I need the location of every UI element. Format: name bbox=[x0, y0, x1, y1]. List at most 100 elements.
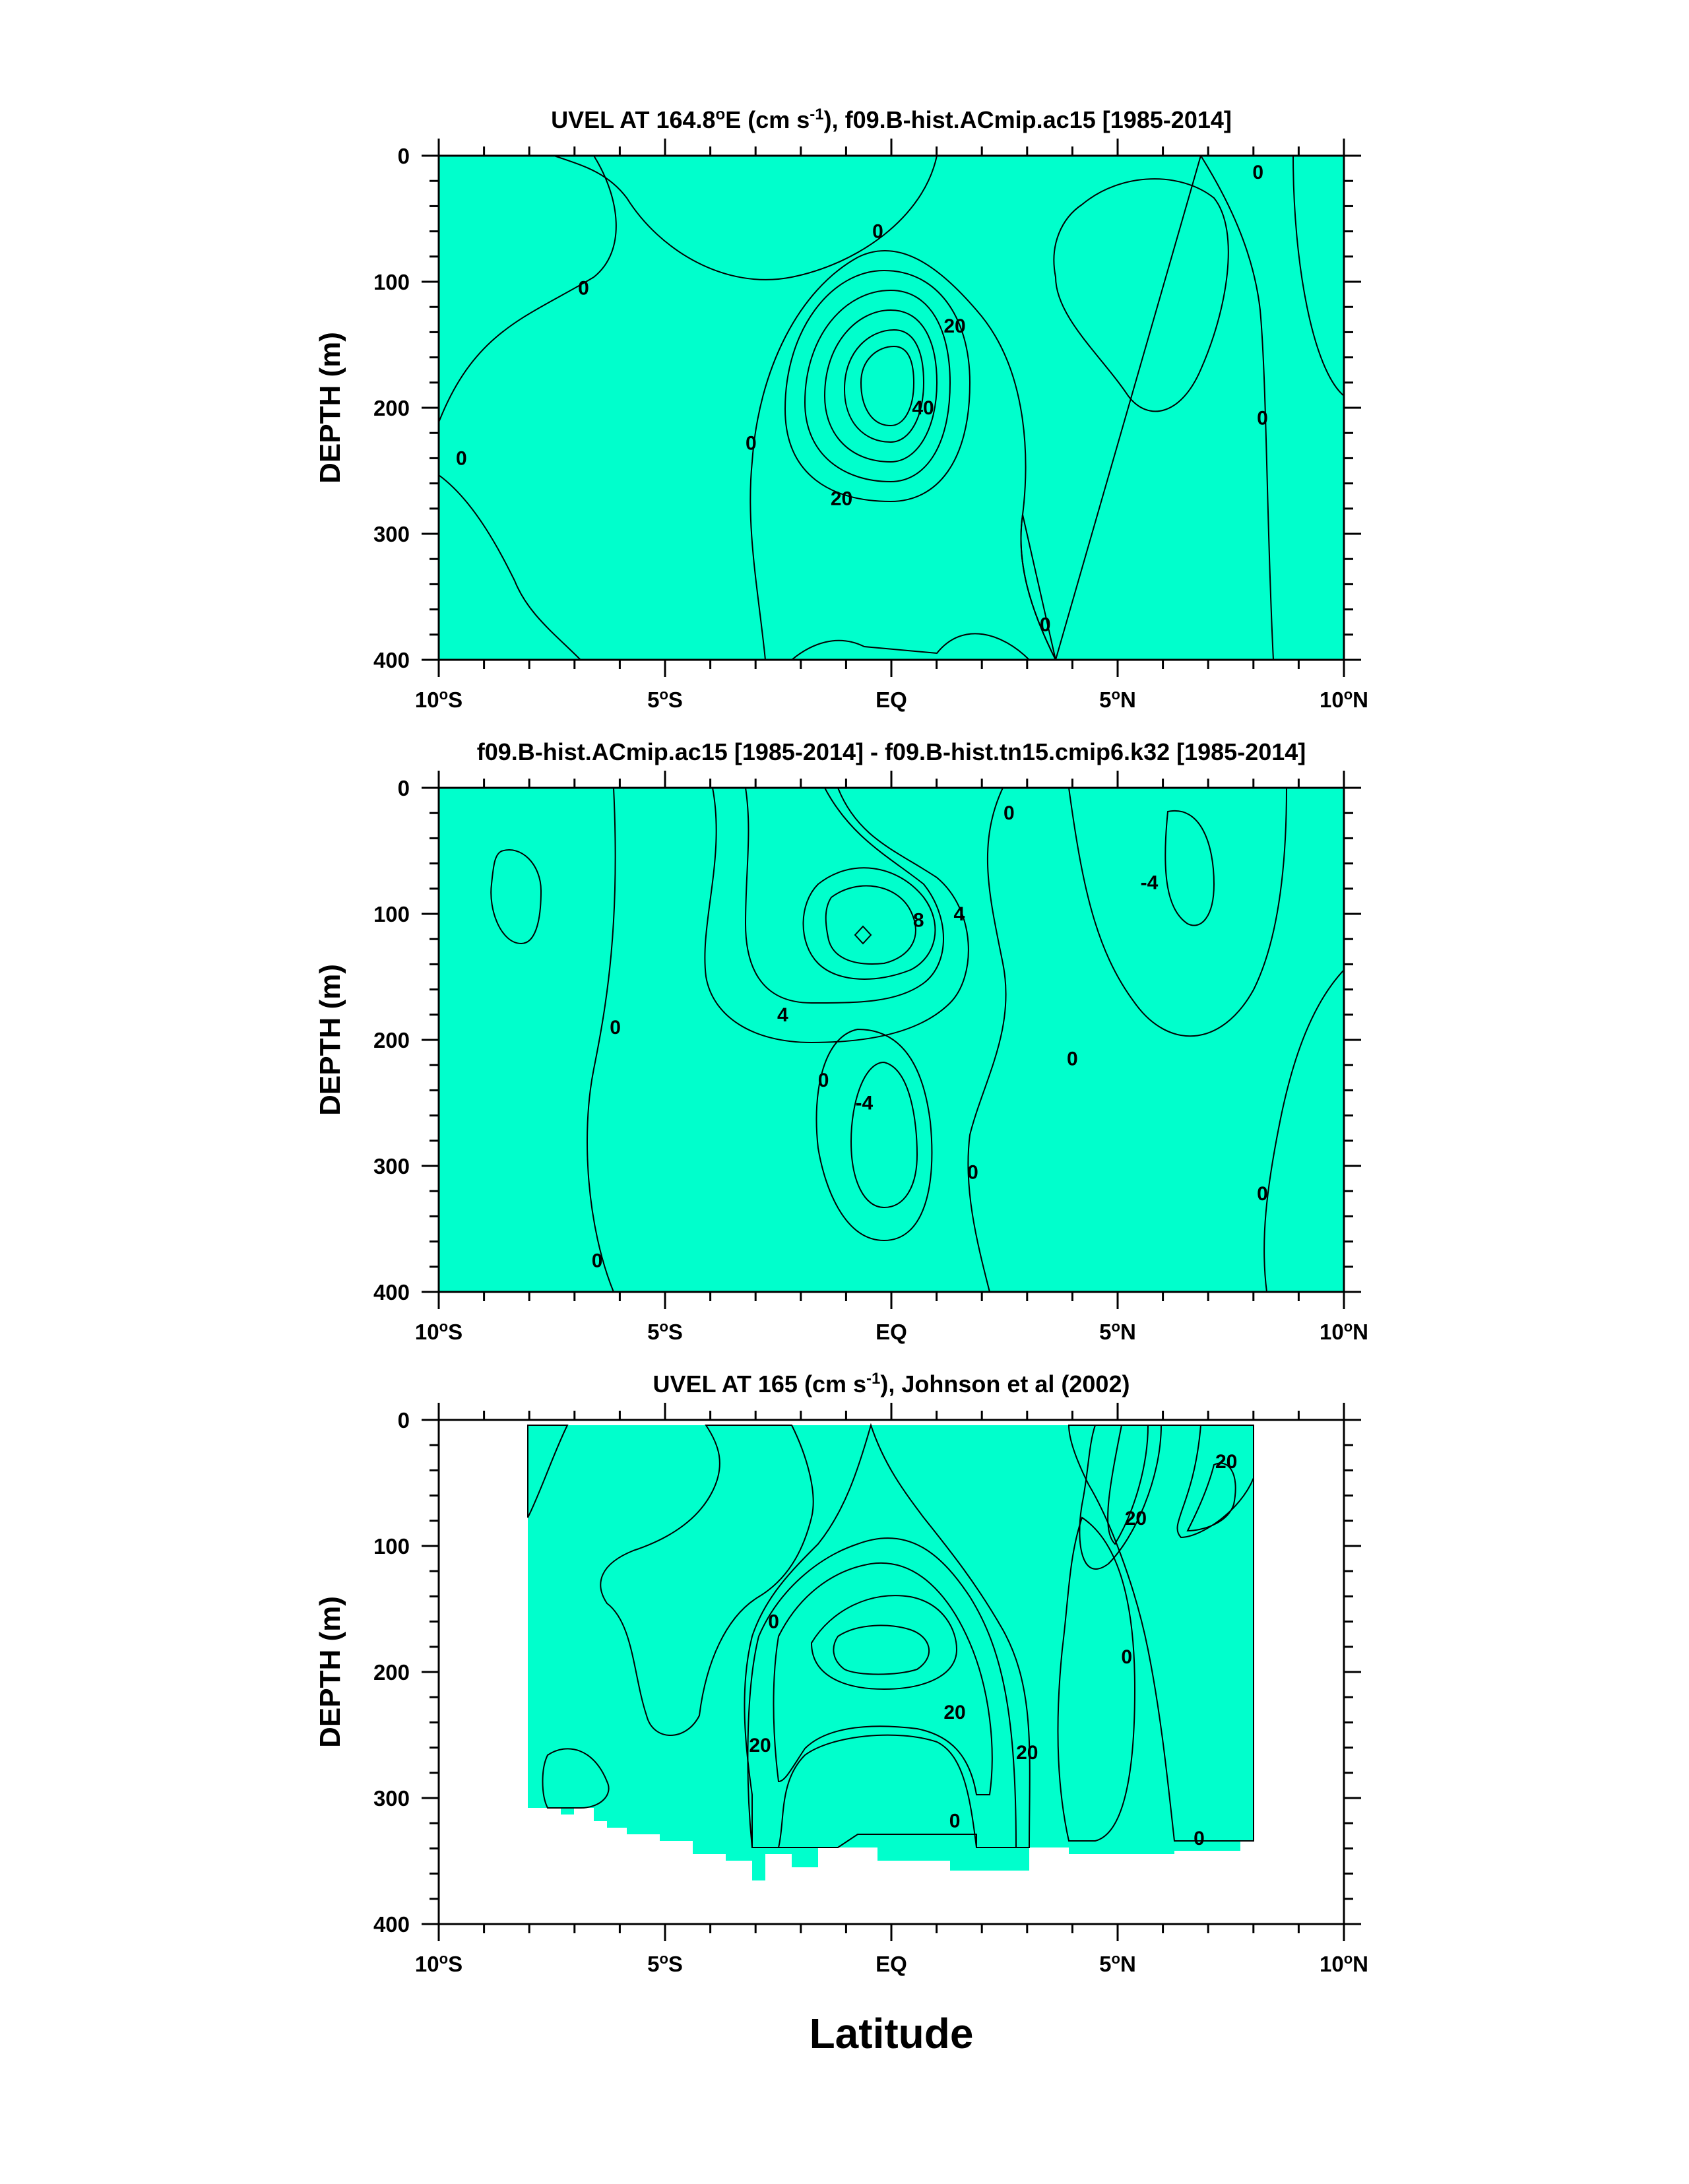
contour-label: 20 bbox=[943, 1702, 965, 1723]
contour-label: 0 bbox=[818, 1070, 829, 1091]
contour-label: 0 bbox=[768, 1611, 779, 1633]
difference-lower-min bbox=[850, 1061, 918, 1209]
panel-difference-contour-labels: 0 0 4 8 4 0 -4 0 0 -4 0 0 bbox=[592, 802, 1268, 1271]
y-tick-label: 100 bbox=[373, 1534, 410, 1558]
x-tick-label: 10oS bbox=[415, 686, 462, 713]
contour-label: -4 bbox=[1141, 872, 1159, 893]
contour-label: 0 bbox=[1004, 802, 1015, 824]
model-north-core bbox=[1053, 178, 1229, 412]
model-equatorial-band-low bbox=[749, 250, 1057, 660]
contour-label: 0 bbox=[1252, 162, 1263, 183]
observed-north-jet bbox=[1079, 1425, 1163, 1570]
difference-positive-peak bbox=[854, 925, 872, 945]
difference-east-band bbox=[1263, 969, 1344, 1292]
difference-west-negative bbox=[490, 849, 542, 945]
contour-label: 0 bbox=[1194, 1828, 1205, 1849]
y-tick-label: 100 bbox=[373, 902, 410, 926]
y-axis-title: DEPTH (m) bbox=[314, 332, 346, 484]
model-core-peak bbox=[860, 345, 915, 427]
x-axis-title: Latitude bbox=[810, 2010, 974, 2057]
observed-north-jet-core bbox=[1107, 1425, 1149, 1545]
y-tick-label: 300 bbox=[373, 1154, 410, 1178]
observed-core-max bbox=[833, 1624, 930, 1675]
observed-core-high bbox=[773, 1562, 993, 1795]
y-tick-label: 0 bbox=[398, 1408, 410, 1432]
contour-label: 20 bbox=[831, 488, 852, 510]
model-core-higher bbox=[823, 309, 938, 463]
contour-label: 0 bbox=[949, 1810, 961, 1832]
panel-observed: UVEL AT 165 (cm s-1), Johnson et al (200… bbox=[314, 1370, 1368, 1977]
contour-label: 0 bbox=[1257, 1183, 1268, 1205]
y-tick-label: 0 bbox=[398, 776, 410, 800]
x-tick-label: 10oS bbox=[415, 1318, 462, 1345]
contour-label: 0 bbox=[1040, 614, 1051, 636]
contour-label: 0 bbox=[578, 278, 589, 300]
x-tick-label: 10oN bbox=[1320, 1318, 1368, 1345]
x-tick-label: 10oS bbox=[415, 1950, 462, 1977]
panel-model-title: UVEL AT 164.8oE (cm s-1), f09.B-hist.ACm… bbox=[551, 106, 1232, 134]
contour-label: 0 bbox=[610, 1017, 621, 1039]
y-axis-title: DEPTH (m) bbox=[314, 964, 346, 1116]
x-tick-label: 5oN bbox=[1099, 686, 1136, 713]
observed-core-higher bbox=[810, 1595, 958, 1690]
contour-label: 20 bbox=[943, 315, 965, 337]
contour-label: 4 bbox=[777, 1004, 788, 1026]
y-tick-label: 200 bbox=[373, 396, 410, 420]
contour-label: 4 bbox=[954, 903, 965, 925]
x-tick-label: 5oS bbox=[647, 1950, 683, 1977]
x-tick-label: 5oN bbox=[1099, 1318, 1136, 1345]
difference-positive-low bbox=[704, 788, 969, 1044]
model-background-band bbox=[439, 156, 1344, 660]
contour-label: 20 bbox=[1016, 1742, 1038, 1764]
y-axis-title: DEPTH (m) bbox=[314, 1596, 346, 1748]
x-tick-label: 5oS bbox=[647, 686, 683, 713]
difference-positive-high bbox=[744, 788, 944, 1004]
x-tick-label: 5oN bbox=[1099, 1950, 1136, 1977]
y-tick-label: 400 bbox=[373, 1912, 410, 1937]
panel-observed-contour-labels: 0 20 20 20 0 20 20 0 0 bbox=[749, 1451, 1237, 1849]
contour-label: 0 bbox=[872, 221, 883, 243]
y-tick-label: 300 bbox=[373, 1786, 410, 1811]
x-tick-label: EQ bbox=[876, 1952, 907, 1976]
panel-observed-title: UVEL AT 165 (cm s-1), Johnson et al (200… bbox=[653, 1370, 1130, 1398]
contour-label: 0 bbox=[456, 447, 467, 469]
model-core-max bbox=[843, 329, 925, 443]
panel-difference-field bbox=[439, 788, 1344, 1292]
panel-model-field bbox=[439, 156, 1344, 660]
contour-label: -4 bbox=[855, 1093, 873, 1114]
observed-west-band bbox=[527, 1425, 569, 1518]
contour-label: 20 bbox=[1215, 1451, 1237, 1473]
y-tick-label: 100 bbox=[373, 270, 410, 294]
panel-model-contour-labels: 0 0 0 0 20 40 20 0 0 0 bbox=[456, 162, 1268, 636]
observed-equatorial-band-low bbox=[744, 1423, 1031, 1848]
x-tick-label: EQ bbox=[876, 688, 907, 712]
model-core-high bbox=[804, 289, 951, 483]
difference-central-band bbox=[587, 788, 1007, 1292]
y-tick-label: 400 bbox=[373, 1280, 410, 1304]
contour-label: 20 bbox=[749, 1735, 771, 1756]
model-negative-region-east bbox=[1240, 156, 1344, 397]
y-tick-label: 200 bbox=[373, 1028, 410, 1052]
model-southwest-band bbox=[439, 474, 582, 660]
x-tick-label: 10oN bbox=[1320, 1950, 1368, 1977]
contour-label: 0 bbox=[1121, 1646, 1132, 1668]
panel-difference-title: f09.B-hist.ACmip.ac15 [1985-2014] - f09.… bbox=[477, 738, 1306, 765]
difference-east-negative bbox=[1068, 788, 1288, 1037]
difference-background-band bbox=[439, 788, 1344, 1292]
observed-core-mid bbox=[747, 1537, 1017, 1848]
observed-east-neutral bbox=[1057, 1516, 1136, 1842]
observed-east-band bbox=[1068, 1425, 1254, 1842]
observed-west-negative bbox=[600, 1425, 814, 1736]
x-tick-label: EQ bbox=[876, 1320, 907, 1344]
difference-positive-higher bbox=[802, 867, 936, 980]
contour-label: 0 bbox=[746, 432, 757, 454]
observed-background-band bbox=[528, 1425, 1254, 1880]
y-tick-label: 300 bbox=[373, 522, 410, 546]
contour-label: 0 bbox=[1257, 407, 1268, 429]
contour-label: 0 bbox=[592, 1250, 603, 1271]
contour-label: 0 bbox=[967, 1162, 978, 1184]
y-tick-label: 200 bbox=[373, 1660, 410, 1685]
